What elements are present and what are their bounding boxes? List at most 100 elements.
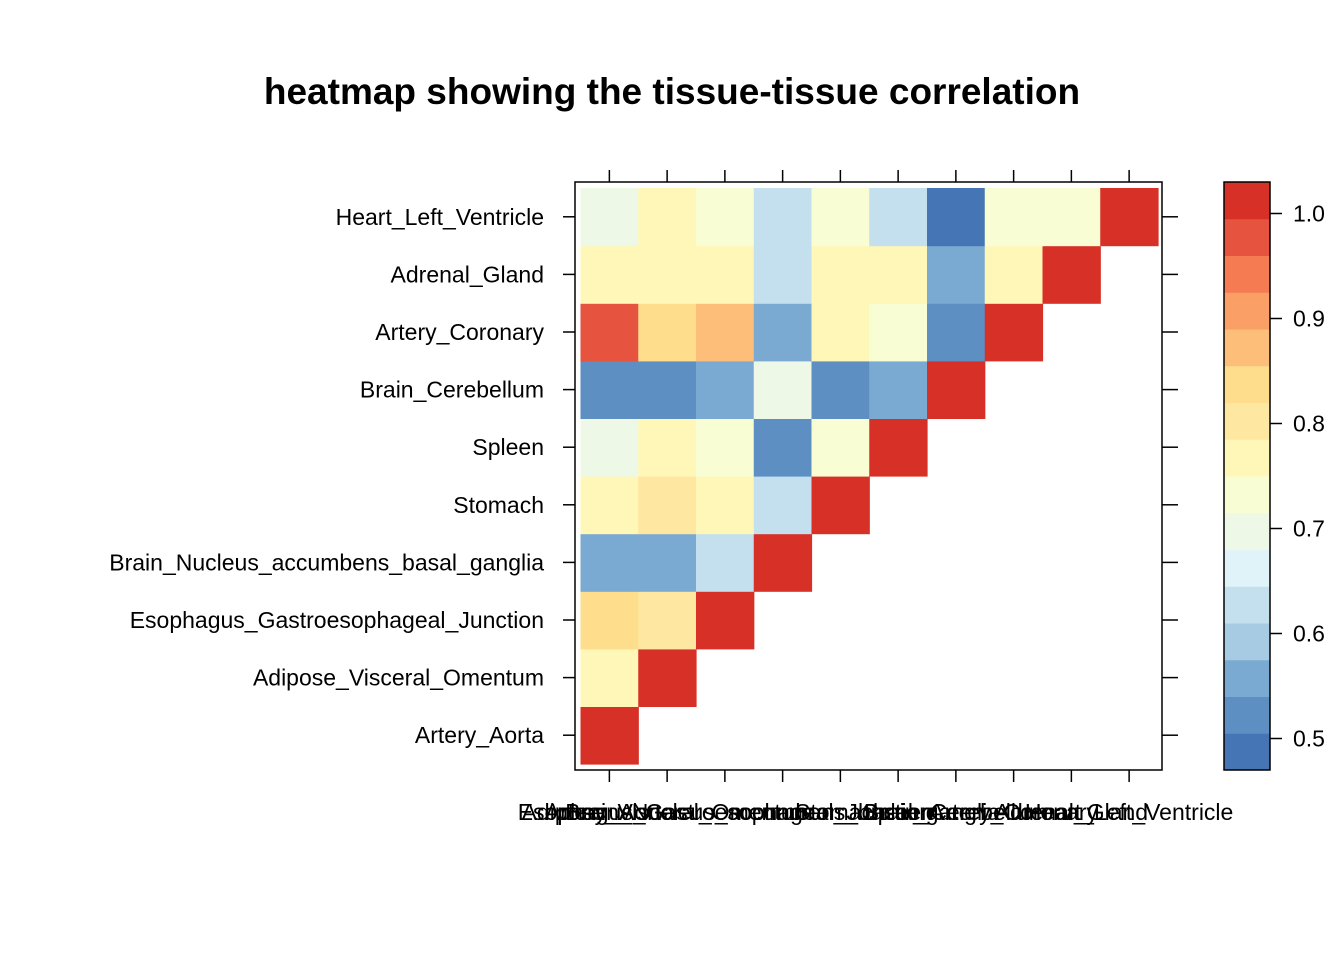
heatmap-cell-Heart_Left_Ventricle-Brain_Nucleus_accumbens_basal_ganglia: [753, 188, 813, 247]
colorbar-tick-label: 1.0: [1293, 201, 1325, 227]
colorbar-segment: [1224, 439, 1270, 477]
x-tick-label: Esophagus_Gastroesophageal_Junction: [518, 799, 932, 825]
heatmap-cell-Brain_Cerebellum-Artery_Aorta: [580, 360, 639, 419]
heatmap-cell-Spleen-Spleen: [869, 418, 928, 477]
heatmap-cell-Heart_Left_Ventricle-Adipose_Visceral_Omentum: [638, 188, 697, 247]
heatmap-cells: [580, 188, 1159, 765]
heatmap-cell-Heart_Left_Ventricle-Esophagus_Gastroesophageal_Junction: [696, 188, 755, 247]
heatmap-cell-Brain_Cerebellum-Brain_Nucleus_accumbens_basal_ganglia: [753, 360, 813, 419]
heatmap-cell-Esophagus_Gastroesophageal_Junction-Esophagus_Gastroesophageal_Junction: [696, 591, 755, 650]
heatmap-cell-Artery_Coronary-Stomach: [811, 303, 870, 362]
heatmap-cell-Artery_Coronary-Artery_Aorta: [580, 303, 639, 362]
heatmap-cell-Heart_Left_Ventricle-Adrenal_Gland: [1042, 188, 1101, 247]
x-tick-label: Brain_Nucleus_accumbens_basal_ganglia: [565, 799, 1000, 825]
heatmap-cell-Adrenal_Gland-Spleen: [869, 245, 928, 304]
heatmap-cell-Adipose_Visceral_Omentum-Artery_Aorta: [580, 648, 639, 707]
heatmap-cell-Brain_Nucleus_accumbens_basal_ganglia-Brain_Nucleus_accumbens_basal_ganglia: [753, 533, 813, 592]
heatmap-cell-Spleen-Esophagus_Gastroesophageal_Junction: [696, 418, 755, 477]
heatmap-cell-Brain_Cerebellum-Spleen: [869, 360, 928, 419]
heatmap-cell-Stomach-Esophagus_Gastroesophageal_Junction: [696, 476, 755, 535]
x-tick-label: Artery_Coronary: [929, 799, 1098, 825]
heatmap-cell-Heart_Left_Ventricle-Brain_Cerebellum: [927, 188, 986, 247]
heatmap-cell-Adrenal_Gland-Artery_Aorta: [580, 245, 639, 304]
y-tick-label: Artery_Coronary: [375, 319, 544, 345]
heatmap-cell-Heart_Left_Ventricle-Spleen: [869, 188, 928, 247]
heatmap-cell-Artery_Coronary-Brain_Nucleus_accumbens_basal_ganglia: [753, 303, 813, 362]
plot-frame: [574, 181, 1163, 771]
heatmap-cell-Heart_Left_Ventricle-Artery_Aorta: [580, 188, 639, 247]
x-tick-label: Brain_Cerebellum: [864, 799, 1048, 825]
colorbar-segment: [1224, 365, 1270, 403]
y-tick-label: Adrenal_Gland: [391, 261, 544, 287]
colorbar-segment: [1224, 329, 1270, 367]
colorbar-frame: [1223, 181, 1271, 771]
axis-ticks: [563, 170, 1178, 782]
x-axis-labels: Artery_AortaAdipose_Visceral_OmentumEsop…: [518, 799, 1234, 825]
heatmap-cell-Adrenal_Gland-Brain_Cerebellum: [927, 245, 986, 304]
y-tick-label: Artery_Aorta: [415, 722, 544, 748]
heatmap-cell-Adrenal_Gland-Stomach: [811, 245, 870, 304]
colorbar-tick-label: 0.6: [1293, 621, 1325, 647]
colorbar-tick-label: 0.5: [1293, 726, 1325, 752]
heatmap-cell-Brain_Cerebellum-Stomach: [811, 360, 870, 419]
heatmap-cell-Esophagus_Gastroesophageal_Junction-Adipose_Visceral_Omentum: [638, 591, 697, 650]
colorbar-segment: [1224, 292, 1270, 330]
heatmap-cell-Adipose_Visceral_Omentum-Adipose_Visceral_Omentum: [638, 648, 697, 707]
heatmap-cell-Heart_Left_Ventricle-Artery_Coronary: [984, 188, 1044, 247]
heatmap-cell-Brain_Cerebellum-Esophagus_Gastroesophageal_Junction: [696, 360, 755, 419]
colorbar-segment: [1224, 476, 1270, 514]
y-tick-label: Brain_Nucleus_accumbens_basal_ganglia: [109, 549, 544, 575]
heatmap-cell-Brain_Nucleus_accumbens_basal_ganglia-Adipose_Visceral_Omentum: [638, 533, 697, 592]
y-tick-label: Brain_Cerebellum: [360, 377, 544, 403]
heatmap-cell-Spleen-Brain_Nucleus_accumbens_basal_ganglia: [753, 418, 813, 477]
heatmap-cell-Artery_Coronary-Brain_Cerebellum: [927, 303, 986, 362]
y-tick-label: Adipose_Visceral_Omentum: [253, 665, 544, 691]
x-tick-label: Adrenal_Gland: [995, 799, 1148, 825]
x-tick-label: Spleen: [862, 799, 934, 825]
heatmap-cell-Adrenal_Gland-Adipose_Visceral_Omentum: [638, 245, 697, 304]
colorbar-segment: [1224, 696, 1270, 734]
heatmap-cell-Artery_Coronary-Esophagus_Gastroesophageal_Junction: [696, 303, 755, 362]
y-axis-labels: Artery_Aorta Adipose_Visceral_Omentum Esop…: [109, 204, 544, 748]
heatmap-cell-Adrenal_Gland-Brain_Nucleus_accumbens_basal_ganglia: [753, 245, 813, 304]
heatmap-cell-Heart_Left_Ventricle-Stomach: [811, 188, 870, 247]
y-tick-label: Esophagus_Gastroesophageal_Junction: [130, 607, 544, 633]
heatmap-cell-Brain_Nucleus_accumbens_basal_ganglia-Esophagus_Gastroesophageal_Junction: [696, 533, 755, 592]
heatmap-cell-Artery_Aorta-Artery_Aorta: [580, 706, 639, 765]
colorbar-tick-label: 0.9: [1293, 306, 1325, 332]
heatmap-cell-Brain_Cerebellum-Brain_Cerebellum: [927, 360, 986, 419]
y-tick-label: Spleen: [472, 434, 544, 460]
colorbar-tick-label: 0.8: [1293, 411, 1325, 437]
heatmap-cell-Adrenal_Gland-Adrenal_Gland: [1042, 245, 1101, 304]
heatmap-cell-Stomach-Artery_Aorta: [580, 476, 639, 535]
heatmap-cell-Stomach-Adipose_Visceral_Omentum: [638, 476, 697, 535]
y-tick-label: Heart_Left_Ventricle: [336, 204, 544, 230]
heatmap-cell-Heart_Left_Ventricle-Heart_Left_Ventricle: [1100, 188, 1159, 247]
y-tick-label: Stomach: [453, 492, 544, 518]
heatmap-cell-Artery_Coronary-Artery_Coronary: [984, 303, 1044, 362]
heatmap-cell-Brain_Cerebellum-Adipose_Visceral_Omentum: [638, 360, 697, 419]
colorbar-segment: [1224, 402, 1270, 440]
colorbar-segment: [1224, 586, 1270, 624]
colorbar-segment: [1224, 218, 1270, 256]
heatmap-cell-Esophagus_Gastroesophageal_Junction-Artery_Aorta: [580, 591, 639, 650]
x-tick-label: Artery_Aorta: [545, 799, 674, 825]
colorbar-tick-label: 0.7: [1293, 516, 1325, 542]
colorbar-segment: [1224, 182, 1270, 220]
colorbar-segment: [1224, 255, 1270, 293]
colorbar-segment: [1224, 512, 1270, 550]
heatmap-cell-Artery_Coronary-Adipose_Visceral_Omentum: [638, 303, 697, 362]
heatmap-cell-Adrenal_Gland-Artery_Coronary: [984, 245, 1044, 304]
heatmap-cell-Stomach-Stomach: [811, 476, 870, 535]
colorbar: 0.5 0.6 0.7 0.8 0.9 1.0: [1223, 181, 1325, 771]
heatmap-cell-Spleen-Stomach: [811, 418, 870, 477]
chart-title: heatmap showing the tissue-tissue correl…: [264, 71, 1080, 112]
heatmap-cell-Brain_Nucleus_accumbens_basal_ganglia-Artery_Aorta: [580, 533, 639, 592]
heatmap-cell-Adrenal_Gland-Esophagus_Gastroesophageal_Junction: [696, 245, 755, 304]
heatmap-cell-Spleen-Adipose_Visceral_Omentum: [638, 418, 697, 477]
colorbar-segment: [1224, 733, 1270, 771]
heatmap-cell-Artery_Coronary-Spleen: [869, 303, 928, 362]
x-tick-label: Adipose_Visceral_Omentum: [522, 799, 813, 825]
x-tick-label: Heart_Left_Ventricle: [1025, 799, 1233, 825]
